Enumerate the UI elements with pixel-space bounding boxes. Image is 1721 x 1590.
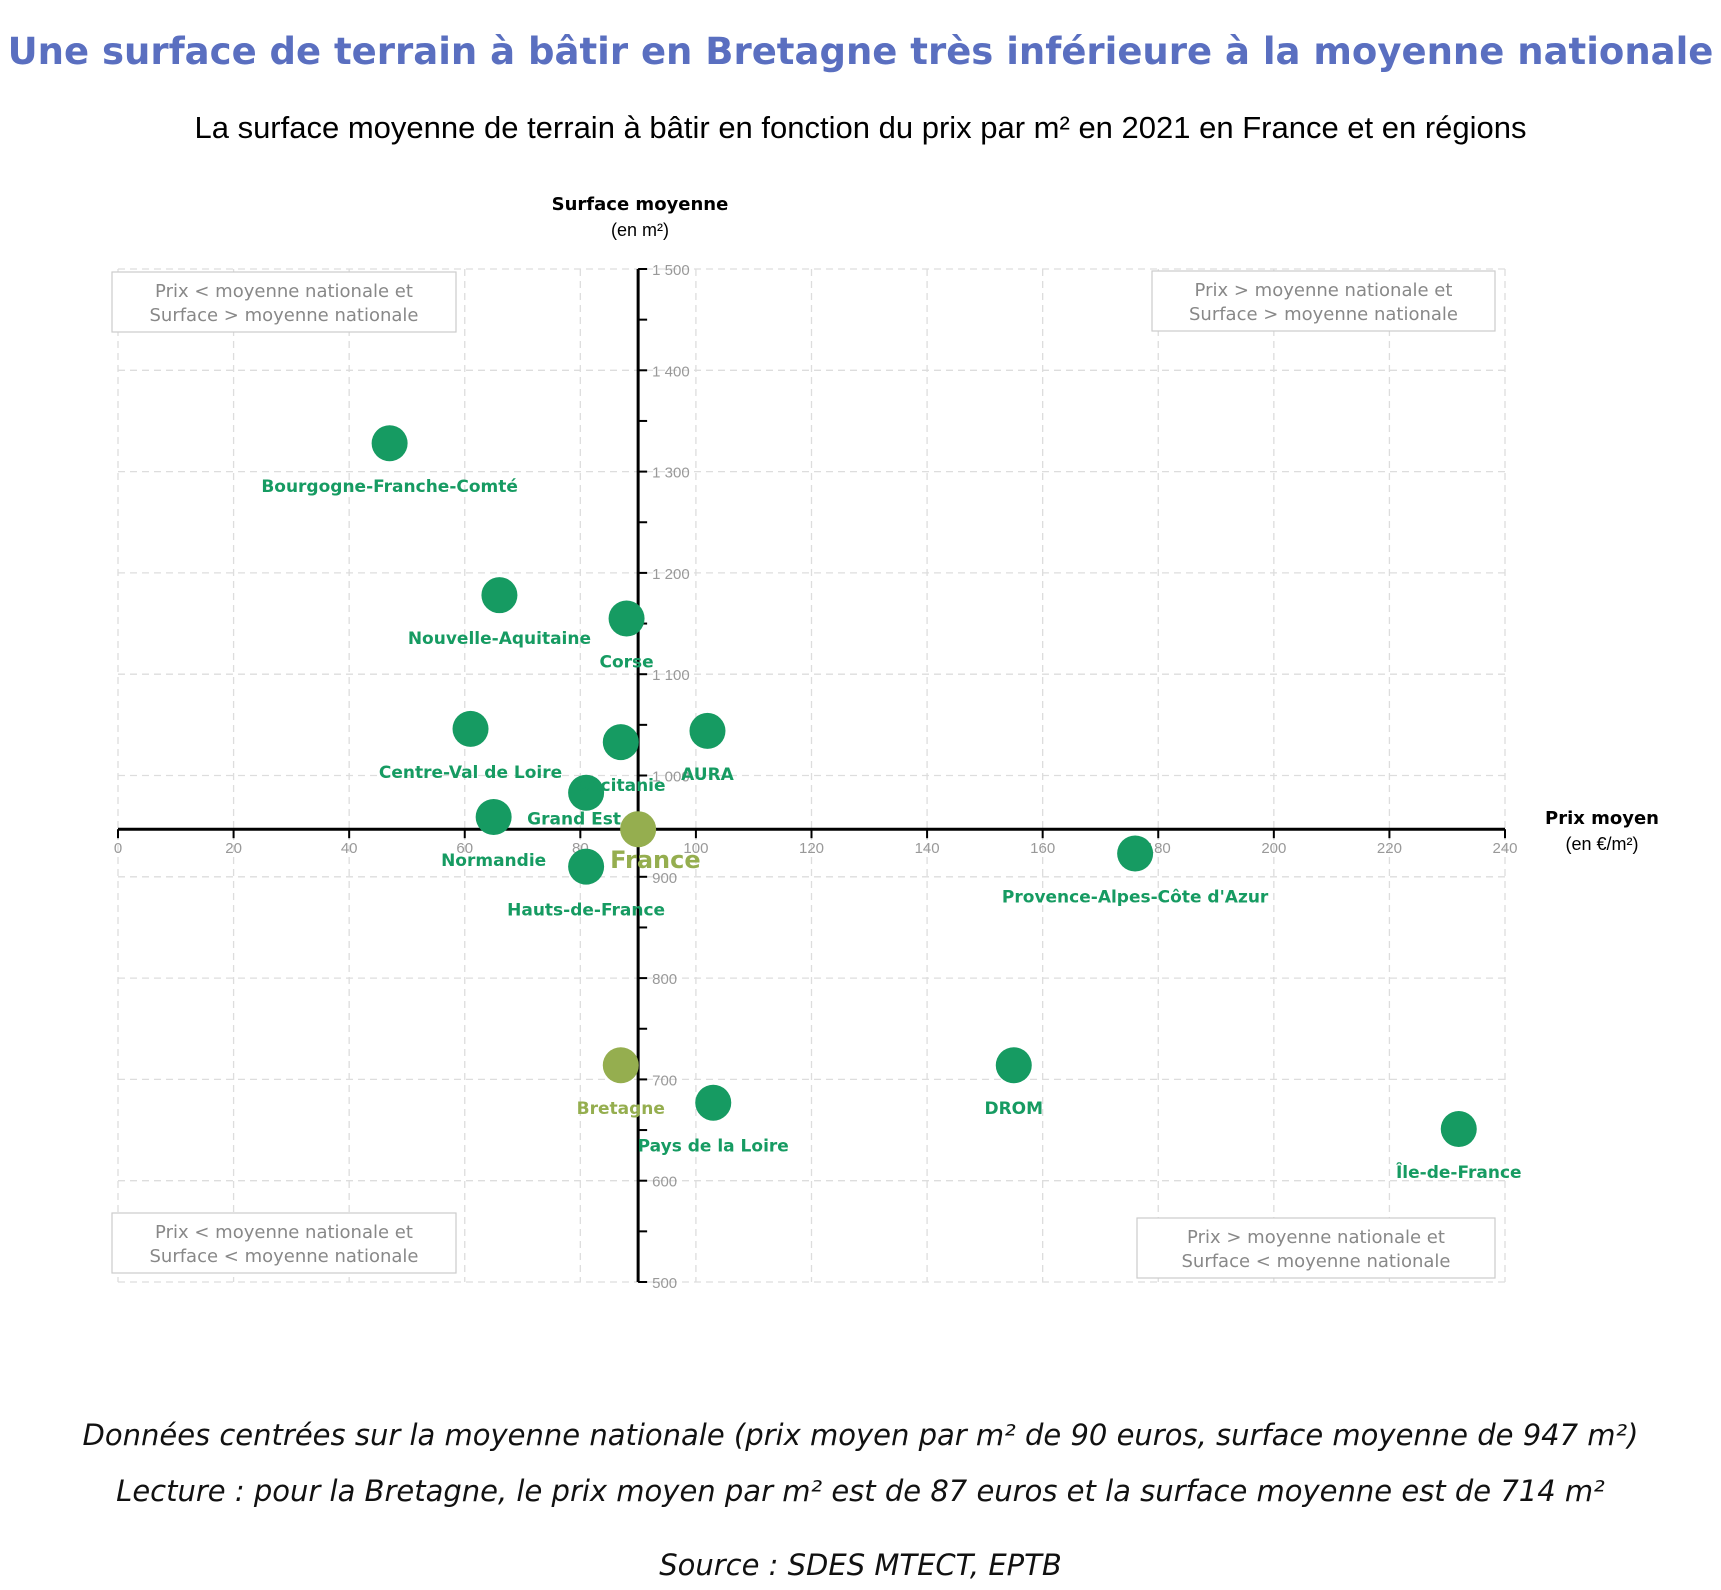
quadrant-label-top-left: Prix < moyenne nationale et Surface > moy… (111, 271, 457, 333)
quadrant-box (1151, 270, 1496, 332)
data-point (568, 774, 605, 811)
point-label: Grand Est (527, 810, 621, 830)
y-tick-label: 1 100 (652, 667, 690, 684)
data-point (620, 811, 657, 848)
data-point (1117, 835, 1154, 872)
footer-reading: Lecture : pour la Bretagne, le prix moye… (116, 1474, 1605, 1508)
chart-title: Une surface de terrain à bâtir en Bretag… (7, 30, 1714, 73)
quadrant-text-line2: Surface > moyenne nationale (149, 305, 418, 326)
quadrant-box (111, 271, 457, 333)
axes: 0 20 40 60 80 100 120 140 160 180 200 220 2405006007… (114, 262, 1518, 1292)
y-axis-unit: (en m²) (611, 220, 669, 240)
point-label: Bretagne (577, 1099, 665, 1119)
y-tick-label: 900 (652, 870, 677, 887)
point-label: Occitanie (576, 776, 666, 796)
y-tick-label: 800 (652, 971, 677, 988)
x-tick-label: 160 (1030, 840, 1055, 857)
x-tick-label: 100 (683, 840, 708, 857)
x-tick-label: 240 (1492, 840, 1517, 857)
data-point (452, 710, 489, 747)
point-label: Normandie (441, 851, 546, 871)
data-point (602, 1047, 639, 1084)
footer-note: Données centrées sur la moyenne national… (82, 1418, 1639, 1452)
quadrant-label-bottom-left: Prix < moyenne nationale et Surface < moy… (111, 1212, 457, 1274)
data-point (689, 712, 726, 749)
quadrant-text-line2: Surface < moyenne nationale (149, 1246, 418, 1267)
y-axis-title: Surface moyenne (552, 194, 729, 215)
point-label: AURA (681, 765, 735, 785)
x-tick-label: 200 (1261, 840, 1286, 857)
y-tick-label: 1 000 (652, 769, 690, 786)
y-tick-label: 1 400 (652, 363, 690, 380)
data-point (481, 577, 518, 614)
x-tick-label: 40 (341, 840, 358, 857)
data-point (568, 848, 605, 885)
grid (117, 268, 1506, 1283)
quadrant-text-line1: Prix > moyenne nationale et (1195, 280, 1453, 301)
data-points (371, 425, 1477, 1148)
y-tick-label: 600 (652, 1174, 677, 1191)
y-tick-label: 1 200 (652, 566, 690, 583)
y-tick-label: 700 (652, 1072, 677, 1089)
quadrant-text-line1: Prix < moyenne nationale et (155, 281, 413, 302)
quadrant-label-bottom-right: Prix > moyenne nationale et Surface < moy… (1136, 1217, 1496, 1279)
quadrant-text-line1: Prix < moyenne nationale et (155, 1222, 413, 1243)
data-point (695, 1084, 732, 1121)
x-tick-label: 140 (915, 840, 940, 857)
data-point (371, 425, 408, 462)
quadrant-labels: Prix < moyenne nationale et Surface > moy… (111, 270, 1496, 1279)
x-axis-title: Prix moyen (1545, 808, 1659, 829)
data-point (995, 1047, 1032, 1084)
point-label: Nouvelle-Aquitaine (408, 629, 591, 649)
point-label: Centre-Val de Loire (379, 763, 562, 783)
point-label: France (610, 846, 700, 874)
footer-source: Source : SDES MTECT, EPTB (659, 1548, 1062, 1582)
x-tick-label: 0 (114, 840, 122, 857)
quadrant-text-line1: Prix > moyenne nationale et (1187, 1227, 1445, 1248)
x-tick-label: 220 (1377, 840, 1402, 857)
x-tick-label: 60 (456, 840, 473, 857)
quadrant-label-top-right: Prix > moyenne nationale et Surface > moy… (1151, 270, 1496, 332)
point-label: Bourgogne-Franche-Comté (261, 477, 518, 497)
x-tick-label: 120 (799, 840, 824, 857)
quadrant-box (111, 1212, 457, 1274)
y-tick-label: 500 (652, 1275, 677, 1292)
point-label: Provence-Alpes-Côte d'Azur (1002, 888, 1269, 908)
x-tick-label: 20 (225, 840, 242, 857)
point-label: Île-de-France (1396, 1161, 1522, 1183)
point-labels: Bourgogne-Franche-Comté Nouvelle-Aquitain… (261, 477, 1521, 1183)
point-label: Pays de la Loire (638, 1137, 789, 1157)
data-point (1440, 1111, 1477, 1148)
quadrant-box (1136, 1217, 1496, 1279)
chart-subtitle: La surface moyenne de terrain à bâtir en… (194, 110, 1527, 145)
data-point (602, 724, 639, 761)
scatter-chart: Prix < moyenne nationale et Surface > moy… (111, 194, 1659, 1292)
point-label: DROM (984, 1099, 1043, 1119)
quadrant-text-line2: Surface > moyenne nationale (1189, 304, 1458, 325)
point-label: Corse (599, 652, 653, 672)
point-label: Hauts-de-France (507, 901, 665, 921)
data-point (475, 799, 512, 836)
x-axis-unit: (en €/m²) (1565, 834, 1638, 854)
data-point (608, 600, 645, 637)
y-tick-label: 1 500 (652, 262, 690, 279)
y-tick-label: 1 300 (652, 465, 690, 482)
quadrant-text-line2: Surface < moyenne nationale (1181, 1251, 1450, 1272)
